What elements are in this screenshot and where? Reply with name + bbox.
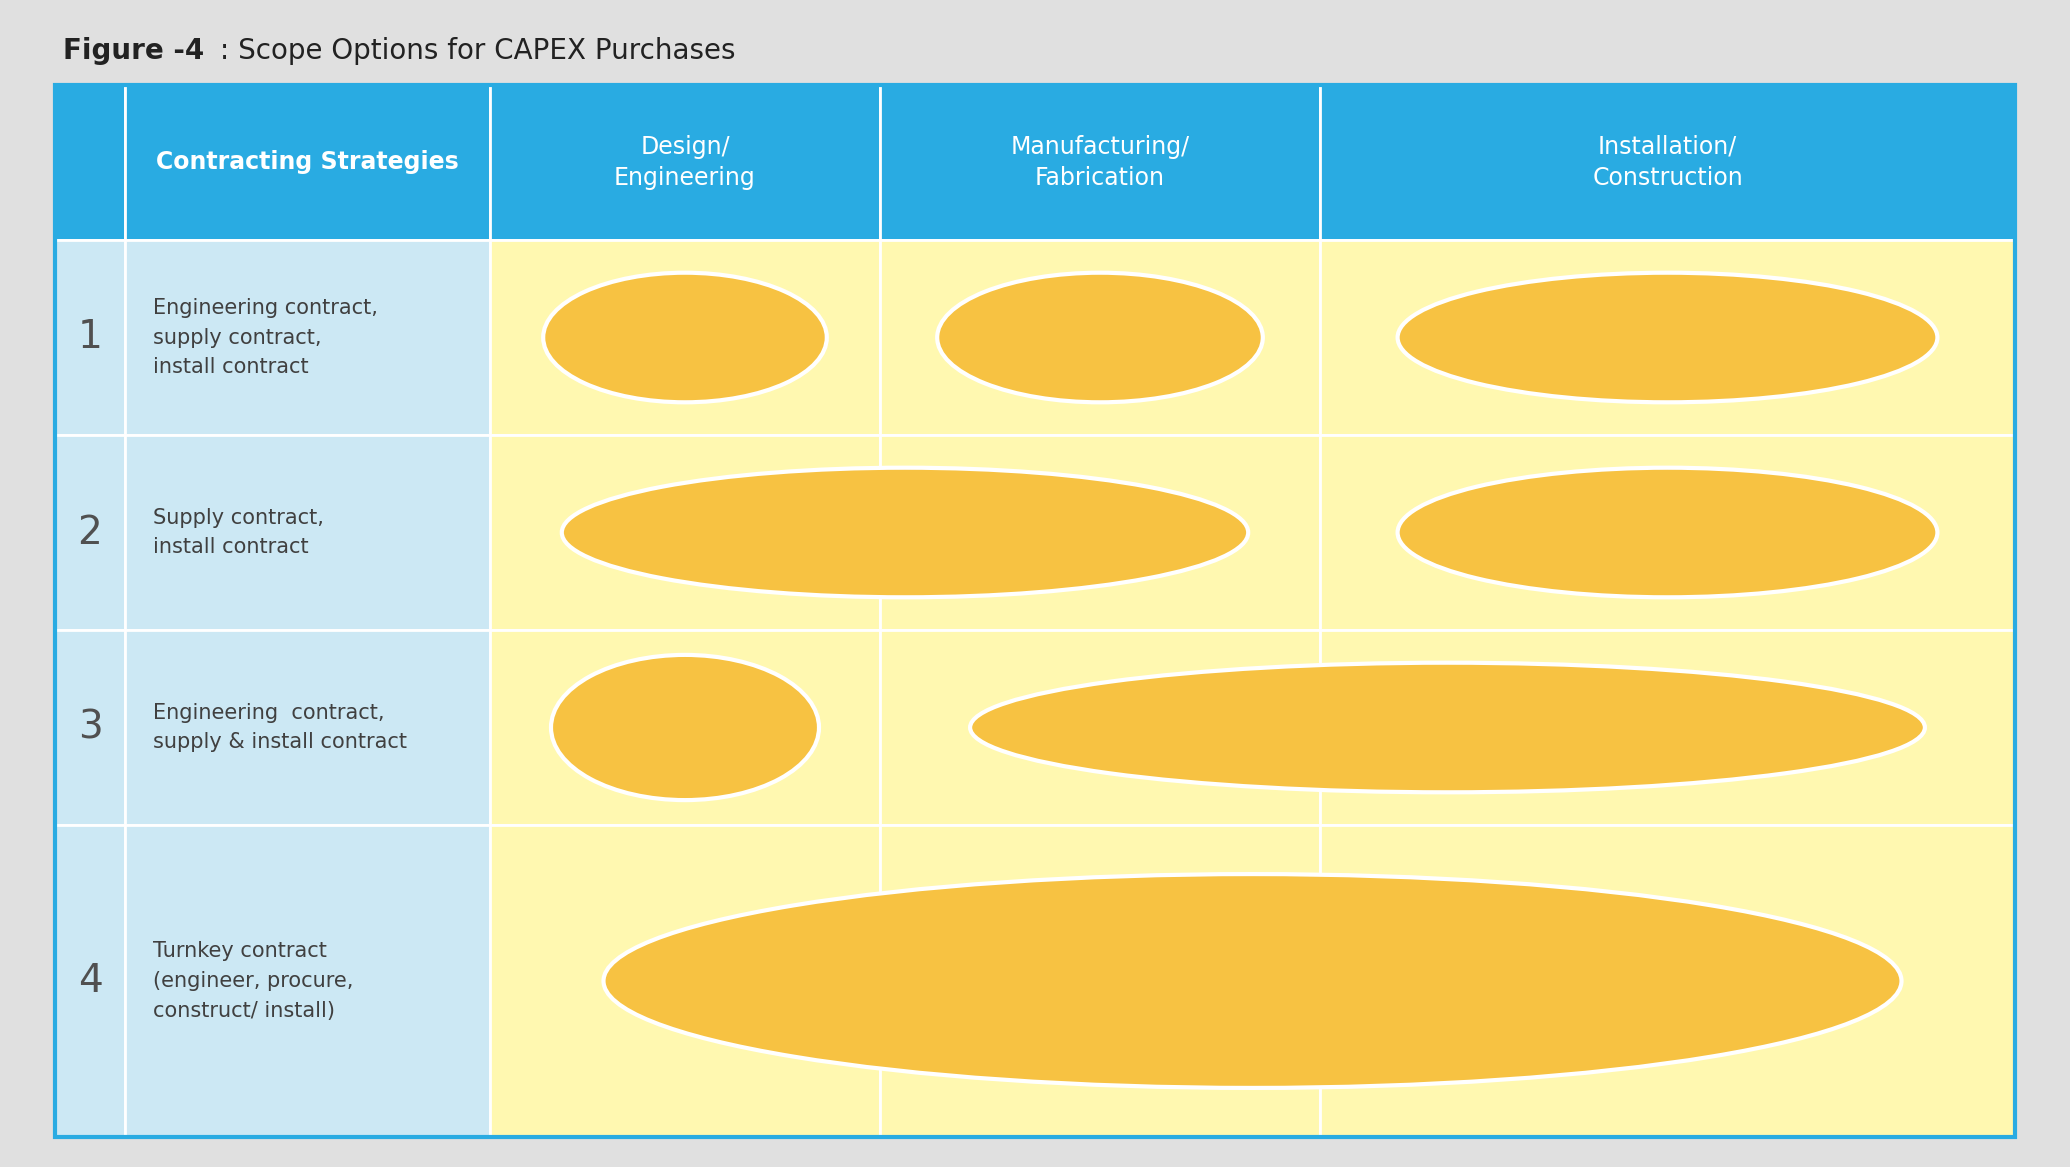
Text: Contracting Strategies: Contracting Strategies — [155, 151, 460, 175]
Text: Figure -4: Figure -4 — [62, 37, 205, 65]
Text: Turnkey contract
(engineer, procure,
construct/ install): Turnkey contract (engineer, procure, con… — [153, 942, 354, 1021]
Bar — [56, 825, 124, 1137]
Bar — [56, 435, 124, 630]
Ellipse shape — [542, 273, 826, 403]
Ellipse shape — [561, 468, 1248, 598]
Bar — [1321, 85, 2014, 240]
Text: Engineering  contract,
supply & install contract: Engineering contract, supply & install c… — [153, 703, 408, 753]
Bar — [491, 240, 880, 435]
Bar — [124, 825, 491, 1137]
Text: 4: 4 — [79, 962, 101, 1000]
Bar — [880, 240, 1321, 435]
Text: 1: 1 — [77, 319, 101, 356]
Bar — [491, 435, 880, 630]
Bar — [1321, 240, 2014, 435]
Bar — [491, 85, 880, 240]
Ellipse shape — [1397, 273, 1938, 403]
Bar — [880, 85, 1321, 240]
Bar — [880, 435, 1321, 630]
Bar — [1321, 630, 2014, 825]
Bar — [124, 630, 491, 825]
Bar — [124, 85, 491, 240]
Bar — [880, 630, 1321, 825]
Bar — [124, 240, 491, 435]
Bar — [491, 825, 880, 1137]
Bar — [1321, 825, 2014, 1137]
Text: Engineering contract,
supply contract,
install contract: Engineering contract, supply contract, i… — [153, 298, 379, 377]
Bar — [56, 630, 124, 825]
Bar — [124, 435, 491, 630]
Bar — [1321, 435, 2014, 630]
Text: Design/
Engineering: Design/ Engineering — [615, 134, 756, 190]
Text: Installation/
Construction: Installation/ Construction — [1592, 134, 1743, 190]
Bar — [491, 630, 880, 825]
Bar — [56, 85, 124, 240]
Ellipse shape — [551, 655, 820, 801]
Ellipse shape — [604, 874, 1902, 1088]
Text: Manufacturing/
Fabrication: Manufacturing/ Fabrication — [1010, 134, 1190, 190]
Text: 2: 2 — [79, 513, 101, 552]
Ellipse shape — [1397, 468, 1938, 598]
Text: Supply contract,
install contract: Supply contract, install contract — [153, 508, 323, 558]
Text: : Scope Options for CAPEX Purchases: : Scope Options for CAPEX Purchases — [211, 37, 735, 65]
Ellipse shape — [971, 663, 1925, 792]
Ellipse shape — [938, 273, 1263, 403]
Text: 3: 3 — [79, 708, 101, 747]
Bar — [56, 240, 124, 435]
Bar — [880, 825, 1321, 1137]
